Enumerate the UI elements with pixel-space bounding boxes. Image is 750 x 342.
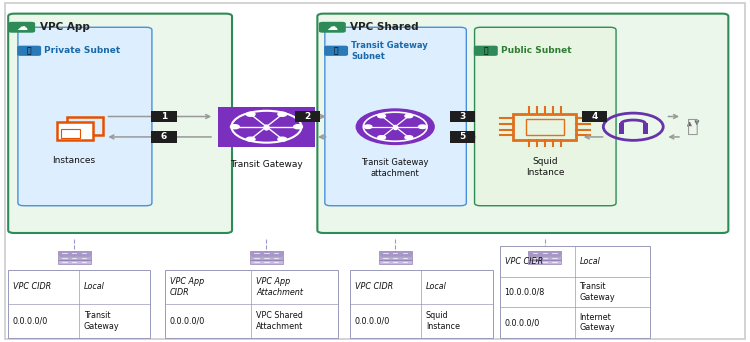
Text: 0.0.0.0/0: 0.0.0.0/0 bbox=[13, 316, 48, 325]
Text: Squid
Instance: Squid Instance bbox=[426, 311, 460, 331]
FancyBboxPatch shape bbox=[325, 27, 466, 206]
Bar bbox=[379, 260, 412, 264]
Bar bbox=[152, 131, 176, 143]
Bar bbox=[152, 111, 176, 122]
Bar bbox=[250, 256, 283, 260]
Bar bbox=[58, 256, 91, 260]
FancyBboxPatch shape bbox=[475, 27, 616, 206]
Bar bbox=[57, 122, 93, 140]
Bar bbox=[619, 123, 624, 133]
Text: VPC Shared: VPC Shared bbox=[350, 22, 419, 32]
Text: Public Subnet: Public Subnet bbox=[501, 46, 572, 55]
Text: VPC CIDR: VPC CIDR bbox=[13, 282, 51, 291]
Text: Local: Local bbox=[426, 282, 447, 291]
Text: Transit Gateway
Subnet: Transit Gateway Subnet bbox=[351, 41, 427, 61]
Bar bbox=[529, 256, 562, 260]
FancyBboxPatch shape bbox=[17, 45, 41, 56]
Bar bbox=[529, 251, 562, 255]
Text: Instances: Instances bbox=[53, 156, 95, 165]
Circle shape bbox=[356, 109, 434, 144]
Bar bbox=[514, 114, 577, 140]
Circle shape bbox=[405, 136, 412, 139]
Text: 5: 5 bbox=[460, 132, 466, 142]
FancyBboxPatch shape bbox=[18, 27, 152, 206]
Bar bbox=[250, 260, 283, 264]
Bar bbox=[379, 251, 412, 255]
Text: ☁: ☁ bbox=[327, 22, 338, 32]
FancyBboxPatch shape bbox=[324, 45, 348, 56]
Bar bbox=[166, 270, 338, 338]
Text: Transit Gateway
attachment: Transit Gateway attachment bbox=[362, 158, 429, 178]
Text: Transit
Gateway: Transit Gateway bbox=[579, 282, 615, 302]
Bar bbox=[526, 119, 564, 135]
Circle shape bbox=[378, 136, 386, 139]
Circle shape bbox=[230, 125, 239, 129]
Text: 4: 4 bbox=[591, 112, 598, 121]
Text: Local: Local bbox=[84, 282, 105, 291]
Circle shape bbox=[405, 114, 412, 118]
Text: VPC App
CIDR: VPC App CIDR bbox=[170, 277, 204, 297]
Text: Internet
Gateway: Internet Gateway bbox=[579, 313, 615, 332]
Circle shape bbox=[246, 112, 255, 116]
Bar bbox=[529, 260, 562, 264]
Text: Local: Local bbox=[579, 257, 600, 266]
Circle shape bbox=[364, 125, 372, 129]
FancyBboxPatch shape bbox=[8, 14, 232, 233]
Bar bbox=[379, 256, 412, 260]
Text: 1: 1 bbox=[160, 112, 167, 121]
Bar bbox=[62, 129, 80, 137]
Text: 0.0.0.0/0: 0.0.0.0/0 bbox=[505, 318, 540, 327]
Bar bbox=[250, 251, 283, 255]
Bar bbox=[58, 260, 91, 264]
Text: VPC CIDR: VPC CIDR bbox=[355, 282, 393, 291]
Circle shape bbox=[294, 125, 302, 129]
Circle shape bbox=[278, 112, 286, 116]
Circle shape bbox=[246, 137, 255, 141]
Text: Transit
Gateway: Transit Gateway bbox=[84, 311, 119, 331]
FancyBboxPatch shape bbox=[474, 45, 498, 56]
Bar bbox=[450, 131, 476, 143]
Text: Transit Gateway: Transit Gateway bbox=[230, 160, 303, 169]
Bar bbox=[295, 111, 320, 122]
Bar bbox=[8, 270, 151, 338]
Text: VPC App
Attachment: VPC App Attachment bbox=[256, 277, 303, 297]
Text: 6: 6 bbox=[160, 132, 167, 142]
Text: VPC Shared
Attachment: VPC Shared Attachment bbox=[256, 311, 303, 331]
Circle shape bbox=[278, 137, 286, 141]
Text: 10.0.0.0/8: 10.0.0.0/8 bbox=[505, 287, 544, 297]
Bar bbox=[643, 123, 648, 133]
Text: 2: 2 bbox=[304, 112, 310, 121]
Bar bbox=[58, 251, 91, 255]
Text: VPC CIDR: VPC CIDR bbox=[505, 257, 543, 266]
FancyBboxPatch shape bbox=[8, 22, 35, 33]
Bar bbox=[450, 111, 476, 122]
FancyBboxPatch shape bbox=[319, 22, 346, 33]
Text: 0.0.0.0/0: 0.0.0.0/0 bbox=[355, 316, 390, 325]
Text: Private Subnet: Private Subnet bbox=[44, 46, 120, 55]
Circle shape bbox=[419, 125, 426, 129]
Bar bbox=[500, 246, 650, 338]
Circle shape bbox=[378, 114, 386, 118]
Bar bbox=[217, 107, 315, 147]
Bar bbox=[350, 270, 493, 338]
Text: 🔒: 🔒 bbox=[484, 46, 488, 55]
Text: 3: 3 bbox=[460, 112, 466, 121]
Bar bbox=[67, 117, 103, 135]
Text: 🔒: 🔒 bbox=[334, 46, 338, 55]
Text: 0.0.0.0/0: 0.0.0.0/0 bbox=[170, 316, 206, 325]
Text: 🔒: 🔒 bbox=[27, 46, 32, 55]
Text: Squid
Instance: Squid Instance bbox=[526, 157, 564, 177]
Text: VPC App: VPC App bbox=[40, 22, 89, 32]
FancyBboxPatch shape bbox=[317, 14, 728, 233]
Text: ☁: ☁ bbox=[16, 22, 27, 32]
Text: ⛅: ⛅ bbox=[687, 117, 699, 136]
Bar bbox=[581, 111, 607, 122]
